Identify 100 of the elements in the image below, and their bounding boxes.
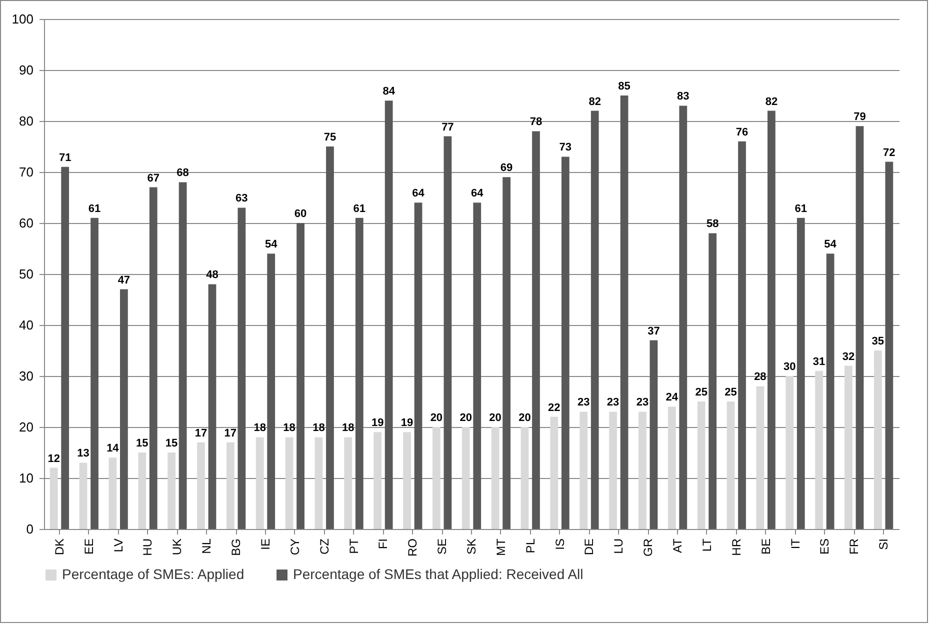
x-tick-label: PT <box>346 538 361 554</box>
data-label: 72 <box>883 146 896 159</box>
data-label: 67 <box>147 172 160 184</box>
data-label: 14 <box>106 442 120 455</box>
data-label: 83 <box>677 90 690 103</box>
bar <box>550 416 558 529</box>
data-label: 63 <box>236 192 248 205</box>
data-label: 73 <box>559 142 572 154</box>
data-label: 17 <box>224 427 237 440</box>
data-label: 18 <box>283 422 296 434</box>
x-tick-label: DK <box>52 538 66 556</box>
data-label: 20 <box>489 412 502 424</box>
bar <box>726 402 735 529</box>
data-label: 58 <box>706 218 719 230</box>
bar <box>296 223 304 529</box>
bar <box>208 284 216 529</box>
x-tick-label: DE <box>582 538 596 556</box>
data-label: 19 <box>400 417 414 430</box>
data-label: 75 <box>324 132 336 144</box>
data-label: 13 <box>77 448 90 460</box>
data-label: 22 <box>548 402 560 414</box>
x-tick-label: RO <box>406 538 420 556</box>
data-label: 15 <box>136 438 148 450</box>
data-label: 71 <box>58 152 72 164</box>
data-label: 64 <box>412 188 426 200</box>
data-label: 18 <box>254 422 266 434</box>
data-label: 20 <box>460 412 472 424</box>
x-tick-label: IE <box>258 538 272 550</box>
data-label: 18 <box>342 422 354 434</box>
legend-label: Percentage of SMEs: Applied <box>62 566 244 582</box>
bar <box>844 366 852 529</box>
y-tick-label: 70 <box>19 164 34 180</box>
bar <box>697 402 706 529</box>
data-label: 54 <box>264 238 278 251</box>
bar <box>708 233 717 529</box>
x-tick-label: SE <box>435 538 450 555</box>
data-label: 15 <box>165 438 178 450</box>
y-tick-label: 10 <box>19 470 34 486</box>
x-tick-label: AT <box>670 538 685 553</box>
data-label: 19 <box>371 417 384 430</box>
bar <box>355 218 364 529</box>
bar <box>874 350 882 529</box>
bar <box>590 110 599 529</box>
bar <box>885 162 894 529</box>
x-tick-label: HR <box>729 538 744 556</box>
data-label: 12 <box>48 452 60 465</box>
data-label: 61 <box>794 202 808 215</box>
data-label: 25 <box>695 386 708 398</box>
bar <box>403 432 411 529</box>
bar <box>856 126 864 529</box>
bar <box>668 406 676 529</box>
data-label: 61 <box>353 202 366 215</box>
x-tick-label: CZ <box>317 538 332 554</box>
y-tick-label: 80 <box>19 114 34 128</box>
bar <box>756 386 764 529</box>
data-label: 77 <box>442 121 454 134</box>
bar <box>314 437 323 529</box>
data-label: 20 <box>518 412 531 424</box>
bar <box>138 452 146 529</box>
bar <box>178 182 187 529</box>
data-label: 23 <box>577 396 590 409</box>
bar <box>532 131 540 529</box>
data-label: 78 <box>530 116 542 128</box>
data-label: 23 <box>606 396 620 409</box>
bar <box>120 289 128 529</box>
x-tick-label: BE <box>758 538 773 555</box>
bar <box>826 254 834 529</box>
data-label: 76 <box>736 126 748 138</box>
y-tick-label: 50 <box>19 266 34 282</box>
bar <box>502 177 510 529</box>
x-tick-label: LV <box>111 538 126 552</box>
x-tick-label: FR <box>847 538 862 554</box>
bar <box>786 376 794 529</box>
bar <box>61 166 70 529</box>
y-tick-label: 40 <box>19 318 34 332</box>
y-tick-label: 0 <box>26 522 34 536</box>
x-tick-label: GR <box>641 538 656 556</box>
bar <box>226 442 234 529</box>
bar <box>561 156 570 529</box>
bar <box>238 208 246 529</box>
data-label: 82 <box>588 96 601 108</box>
x-tick-label: SI <box>876 538 891 550</box>
bar <box>344 437 352 529</box>
data-label: 37 <box>648 325 660 338</box>
bar <box>462 427 470 529</box>
bar <box>432 427 440 529</box>
bar <box>168 452 176 529</box>
bar <box>149 187 158 529</box>
y-tick-label: 90 <box>19 62 34 78</box>
bar <box>197 442 205 529</box>
data-label: 20 <box>430 412 443 424</box>
bar <box>108 458 117 529</box>
bar <box>473 202 482 529</box>
x-tick-label: NL <box>200 538 214 554</box>
x-tick-label: LT <box>700 538 714 552</box>
bar <box>256 437 264 529</box>
bar <box>679 106 688 529</box>
data-label: 85 <box>618 80 630 92</box>
data-label: 30 <box>784 361 796 373</box>
data-label: 24 <box>666 392 679 404</box>
